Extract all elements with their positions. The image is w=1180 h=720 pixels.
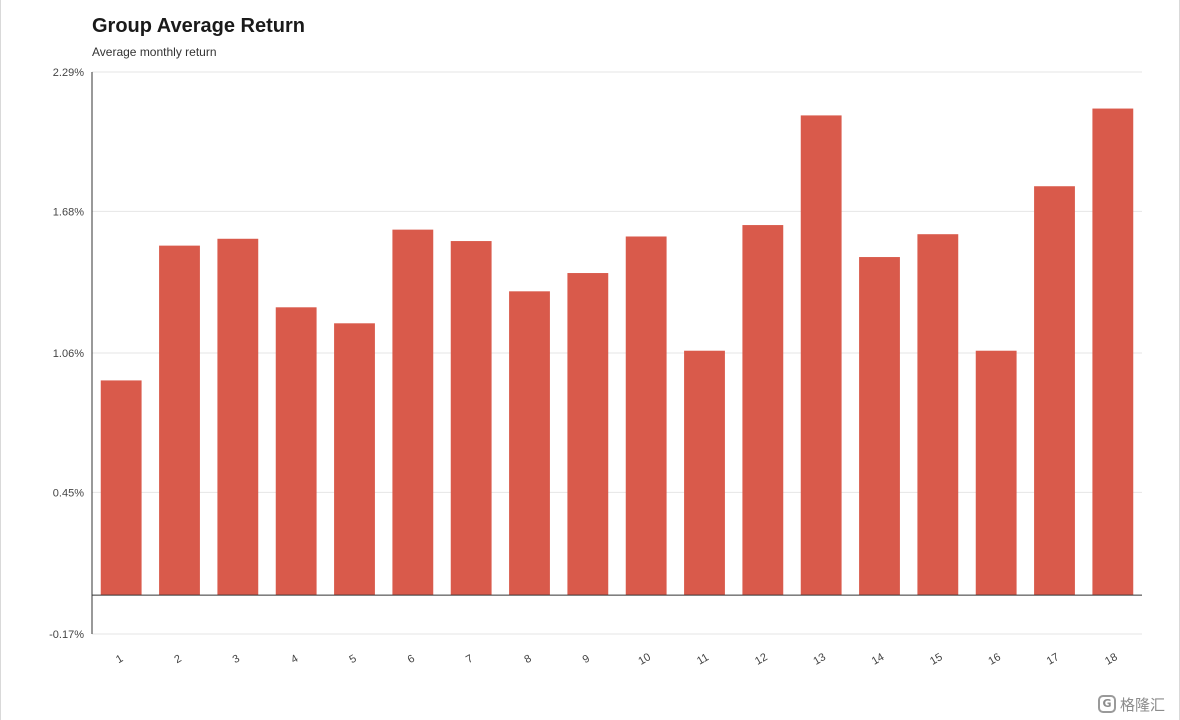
bar bbox=[159, 245, 200, 596]
axes bbox=[91, 72, 1142, 634]
bar bbox=[800, 115, 842, 596]
watermark-logo-icon: G bbox=[1098, 695, 1116, 713]
bar bbox=[275, 307, 317, 596]
bar bbox=[450, 241, 492, 596]
bar bbox=[975, 350, 1017, 596]
x-tick-label: 12 bbox=[753, 651, 770, 668]
y-tick-labels: -0.17% 0.45% 1.06% 1.68% 2.29% bbox=[49, 67, 84, 641]
bar bbox=[334, 323, 375, 596]
chart-subtitle: Average monthly return bbox=[92, 45, 217, 59]
x-tick-label: 18 bbox=[1103, 651, 1120, 668]
x-tick-labels: 1 2 3 4 5 6 7 8 9 10 11 12 13 14 15 16 17 18 bbox=[114, 651, 1120, 668]
bars bbox=[100, 108, 1134, 596]
y-tick-label: 1.68% bbox=[53, 206, 84, 218]
chart-title: Group Average Return bbox=[92, 15, 305, 37]
bar bbox=[1034, 186, 1075, 596]
watermark-text: 格隆汇 bbox=[1120, 695, 1166, 714]
bar bbox=[625, 236, 667, 596]
y-tick-label: -0.17% bbox=[49, 629, 84, 641]
x-tick-label: 11 bbox=[695, 651, 711, 667]
bar bbox=[392, 229, 434, 596]
bar bbox=[859, 257, 900, 596]
bar bbox=[567, 273, 609, 596]
y-tick-label: 1.06% bbox=[53, 348, 84, 360]
y-tick-label: 2.29% bbox=[53, 67, 84, 79]
x-tick-label: 2 bbox=[172, 653, 183, 666]
x-tick-label: 10 bbox=[636, 651, 653, 668]
x-tick-label: 8 bbox=[522, 653, 533, 666]
bar bbox=[684, 350, 725, 596]
bar bbox=[917, 234, 959, 596]
x-tick-label: 4 bbox=[289, 653, 300, 666]
x-tick-label: 7 bbox=[464, 653, 475, 666]
bar bbox=[742, 225, 784, 596]
x-tick-label: 15 bbox=[928, 651, 945, 668]
bar bbox=[217, 238, 259, 596]
bar bbox=[1092, 108, 1134, 596]
x-tick-label: 9 bbox=[581, 653, 592, 666]
x-tick-label: 6 bbox=[406, 653, 417, 666]
bar bbox=[100, 380, 142, 596]
x-tick-label: 16 bbox=[986, 651, 1003, 668]
x-tick-label: 14 bbox=[870, 651, 887, 668]
bar bbox=[509, 291, 550, 596]
y-tick-label: 0.45% bbox=[53, 487, 84, 499]
x-tick-label: 1 bbox=[114, 653, 125, 666]
x-tick-label: 17 bbox=[1045, 651, 1062, 668]
x-tick-label: 5 bbox=[347, 653, 358, 666]
watermark: G 格隆汇 bbox=[1098, 690, 1165, 718]
grid-lines bbox=[92, 71, 1142, 635]
x-tick-label: 3 bbox=[231, 653, 242, 666]
x-tick-label: 13 bbox=[811, 651, 828, 668]
